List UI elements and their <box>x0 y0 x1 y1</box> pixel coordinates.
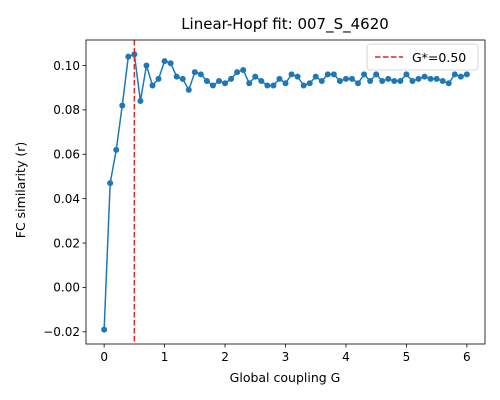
data-point <box>306 80 313 87</box>
data-point <box>101 326 108 333</box>
y-tick-label: 0.06 <box>53 148 80 162</box>
x-tick-label: 4 <box>342 350 350 364</box>
data-point <box>191 69 198 76</box>
data-point <box>173 73 180 80</box>
data-point <box>379 78 386 85</box>
data-point <box>143 62 150 69</box>
data-point <box>167 60 174 67</box>
data-point <box>137 98 144 105</box>
legend-entry-label: G*=0.50 <box>412 50 466 65</box>
data-point <box>197 71 204 78</box>
legend: G*=0.50 <box>366 43 479 71</box>
data-point <box>373 71 380 78</box>
x-tick-label: 3 <box>282 350 290 364</box>
data-point <box>113 146 120 153</box>
x-tick-label: 1 <box>161 350 169 364</box>
data-point <box>409 78 416 85</box>
data-point <box>209 82 216 89</box>
data-point <box>155 75 162 82</box>
data-point <box>276 75 283 82</box>
data-point <box>125 53 132 60</box>
y-tick-label: −0.02 <box>43 325 80 339</box>
data-point <box>270 82 277 89</box>
y-tick-label: 0.00 <box>53 281 80 295</box>
data-point <box>149 82 156 89</box>
y-axis-label: FC similarity (r) <box>13 142 28 238</box>
data-point <box>312 73 319 80</box>
data-point <box>185 86 192 93</box>
x-tick-label: 6 <box>463 350 471 364</box>
data-point <box>264 82 271 89</box>
data-point <box>457 73 464 80</box>
data-point <box>445 80 452 87</box>
data-point <box>258 78 265 85</box>
data-point <box>216 78 222 85</box>
data-point <box>222 80 229 87</box>
y-tick-label: 0.02 <box>53 236 80 250</box>
data-point <box>252 73 259 80</box>
data-point <box>330 71 337 78</box>
data-point <box>234 69 241 76</box>
data-point <box>336 78 343 85</box>
data-point <box>427 75 434 82</box>
data-point <box>119 102 126 109</box>
data-point <box>403 71 410 78</box>
data-point <box>282 80 289 87</box>
legend-box <box>366 43 479 71</box>
data-point <box>451 71 458 78</box>
x-tick-label: 5 <box>403 350 411 364</box>
data-point <box>318 78 325 85</box>
data-point <box>107 180 114 187</box>
data-point <box>367 78 374 85</box>
data-point <box>288 71 295 78</box>
y-tick-label: 0.10 <box>53 59 80 73</box>
data-point <box>324 71 331 78</box>
data-point <box>439 78 446 85</box>
data-point <box>179 75 186 82</box>
x-axis: 0 1 2 3 4 5 6 <box>100 344 471 364</box>
data-point <box>342 75 349 82</box>
data-point <box>246 80 253 87</box>
y-tick-label: 0.08 <box>53 103 80 117</box>
data-point <box>294 73 301 80</box>
data-point <box>421 73 428 80</box>
data-point <box>240 66 247 73</box>
chart-title: Linear-Hopf fit: 007_S_4620 <box>181 15 389 34</box>
plot-area <box>101 40 470 344</box>
data-point <box>349 75 355 82</box>
x-tick-label: 0 <box>100 350 108 364</box>
data-point <box>391 78 398 85</box>
data-point <box>361 71 368 78</box>
y-tick-label: 0.04 <box>53 192 80 206</box>
data-point <box>415 75 422 82</box>
data-point <box>161 58 168 65</box>
y-axis: −0.02 0.00 0.02 0.04 0.06 0.08 0.10 <box>43 59 86 339</box>
data-point <box>463 71 470 78</box>
data-point <box>203 78 210 85</box>
data-point <box>300 82 307 89</box>
data-point <box>433 75 440 82</box>
x-tick-label: 2 <box>221 350 229 364</box>
data-point <box>385 75 392 82</box>
x-axis-label: Global coupling G <box>230 370 341 385</box>
data-point <box>355 80 362 87</box>
data-point <box>131 51 138 58</box>
data-point <box>397 78 404 85</box>
data-point <box>228 75 235 82</box>
